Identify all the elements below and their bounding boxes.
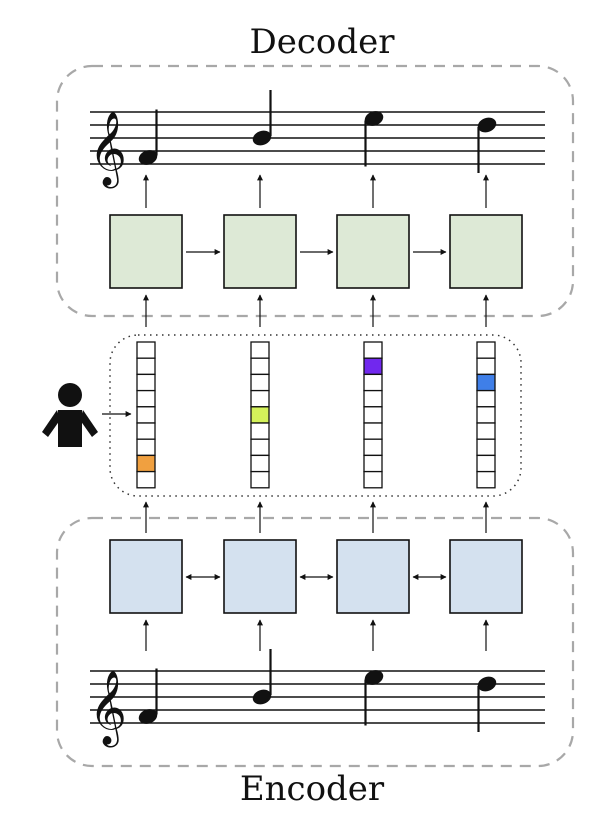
decoder-label: Decoder — [249, 22, 395, 62]
latent-cell-highlighted — [476, 373, 496, 392]
latent-cell — [250, 341, 270, 359]
note-head — [138, 150, 158, 165]
latent-cell — [363, 406, 383, 424]
note-head — [477, 117, 497, 133]
decoder-group-outline — [55, 64, 575, 318]
latent-cell — [250, 357, 270, 376]
latent-cell — [363, 373, 383, 392]
arrows — [102, 174, 489, 651]
latent-cell — [476, 389, 496, 408]
latent-cell — [136, 438, 156, 457]
latent-cell — [363, 454, 383, 473]
latent-cell-highlighted — [250, 406, 270, 424]
latent-cell — [250, 389, 270, 408]
latent-cell — [136, 357, 156, 376]
latent-cell — [136, 422, 156, 440]
note-head — [364, 111, 384, 126]
latent-cell — [476, 422, 496, 440]
latent-cell — [476, 341, 496, 359]
latent-cell — [136, 373, 156, 392]
latent-cell — [476, 357, 496, 376]
latent-cell — [250, 454, 270, 473]
notes — [138, 90, 497, 732]
latent-cell — [476, 438, 496, 457]
latent-cell — [476, 454, 496, 473]
decoder-block — [223, 214, 297, 289]
person-icon — [42, 383, 98, 447]
note-head — [138, 709, 158, 724]
staves: 𝄞𝄞 — [89, 111, 545, 748]
latent-cell — [250, 373, 270, 392]
latent-cell — [250, 470, 270, 489]
encoder-block — [449, 539, 523, 614]
note-head — [252, 689, 272, 705]
latent-cell — [476, 470, 496, 489]
latent-cell — [363, 422, 383, 440]
blocks — [109, 214, 523, 614]
encoder-group-outline — [55, 516, 575, 768]
latent-cell — [363, 341, 383, 359]
treble-clef-icon: 𝄞 — [89, 671, 127, 748]
encoder-block — [223, 539, 297, 614]
decoder-block — [336, 214, 410, 289]
latent-cell — [250, 438, 270, 457]
latent-cell-highlighted — [363, 357, 383, 376]
latent-cell — [136, 341, 156, 359]
latent-cell — [363, 389, 383, 408]
decoder-block — [109, 214, 183, 289]
encoder-label: Encoder — [240, 769, 385, 809]
latent-cell — [136, 406, 156, 424]
latent-cell — [476, 406, 496, 424]
treble-clef-icon: 𝄞 — [89, 112, 127, 189]
latent-cell — [250, 422, 270, 440]
decoder-block — [449, 214, 523, 289]
note-head — [477, 676, 497, 692]
latent-cell — [136, 389, 156, 408]
latent-cell — [136, 470, 156, 489]
latent-group-outline — [109, 334, 522, 497]
encoder-block — [336, 539, 410, 614]
latent-cell — [363, 470, 383, 489]
encoder-block — [109, 539, 183, 614]
latent-codes — [136, 341, 496, 489]
note-head — [364, 670, 384, 685]
latent-cell — [363, 438, 383, 457]
latent-cell-highlighted — [136, 454, 156, 473]
note-head — [252, 130, 272, 146]
